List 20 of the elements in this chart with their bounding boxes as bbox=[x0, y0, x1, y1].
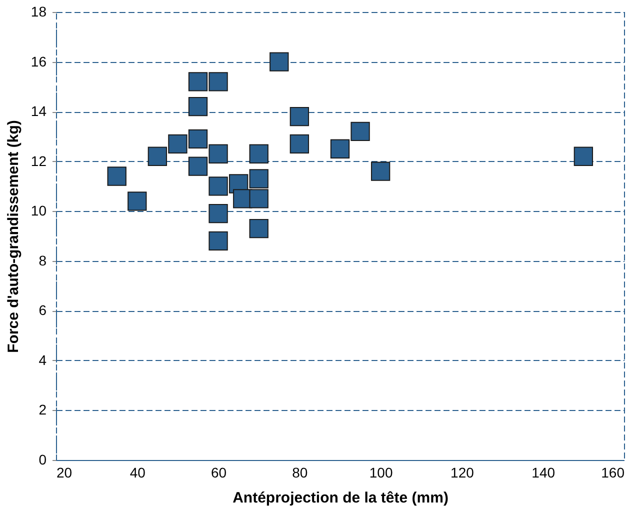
y-tick-label: 12 bbox=[30, 152, 47, 169]
y-axis-title: Force d'auto-grandissement (kg) bbox=[4, 120, 22, 353]
x-tick-label: 20 bbox=[56, 464, 72, 480]
y-tick-label: 16 bbox=[30, 53, 47, 70]
x-tick-label: 140 bbox=[532, 464, 556, 480]
x-tick-label: 40 bbox=[130, 464, 146, 480]
x-tick-label: 160 bbox=[601, 464, 625, 480]
x-tick-label: 80 bbox=[292, 464, 308, 480]
y-tick-label: 0 bbox=[38, 452, 47, 468]
x-tick-label: 120 bbox=[450, 464, 474, 480]
y-tick-label: 14 bbox=[30, 103, 47, 120]
y-tick-label: 8 bbox=[38, 252, 47, 268]
x-tick-label: 100 bbox=[369, 464, 393, 480]
x-tick-label: 60 bbox=[210, 464, 227, 480]
y-tick-label: 4 bbox=[38, 352, 47, 368]
y-tick-label: 2 bbox=[38, 402, 47, 418]
x-axis-title: Antéprojection de la tête (mm) bbox=[232, 490, 448, 506]
y-tick-label: 6 bbox=[38, 302, 47, 318]
y-tick-label: 18 bbox=[30, 4, 47, 20]
y-tick-label: 10 bbox=[30, 202, 47, 219]
